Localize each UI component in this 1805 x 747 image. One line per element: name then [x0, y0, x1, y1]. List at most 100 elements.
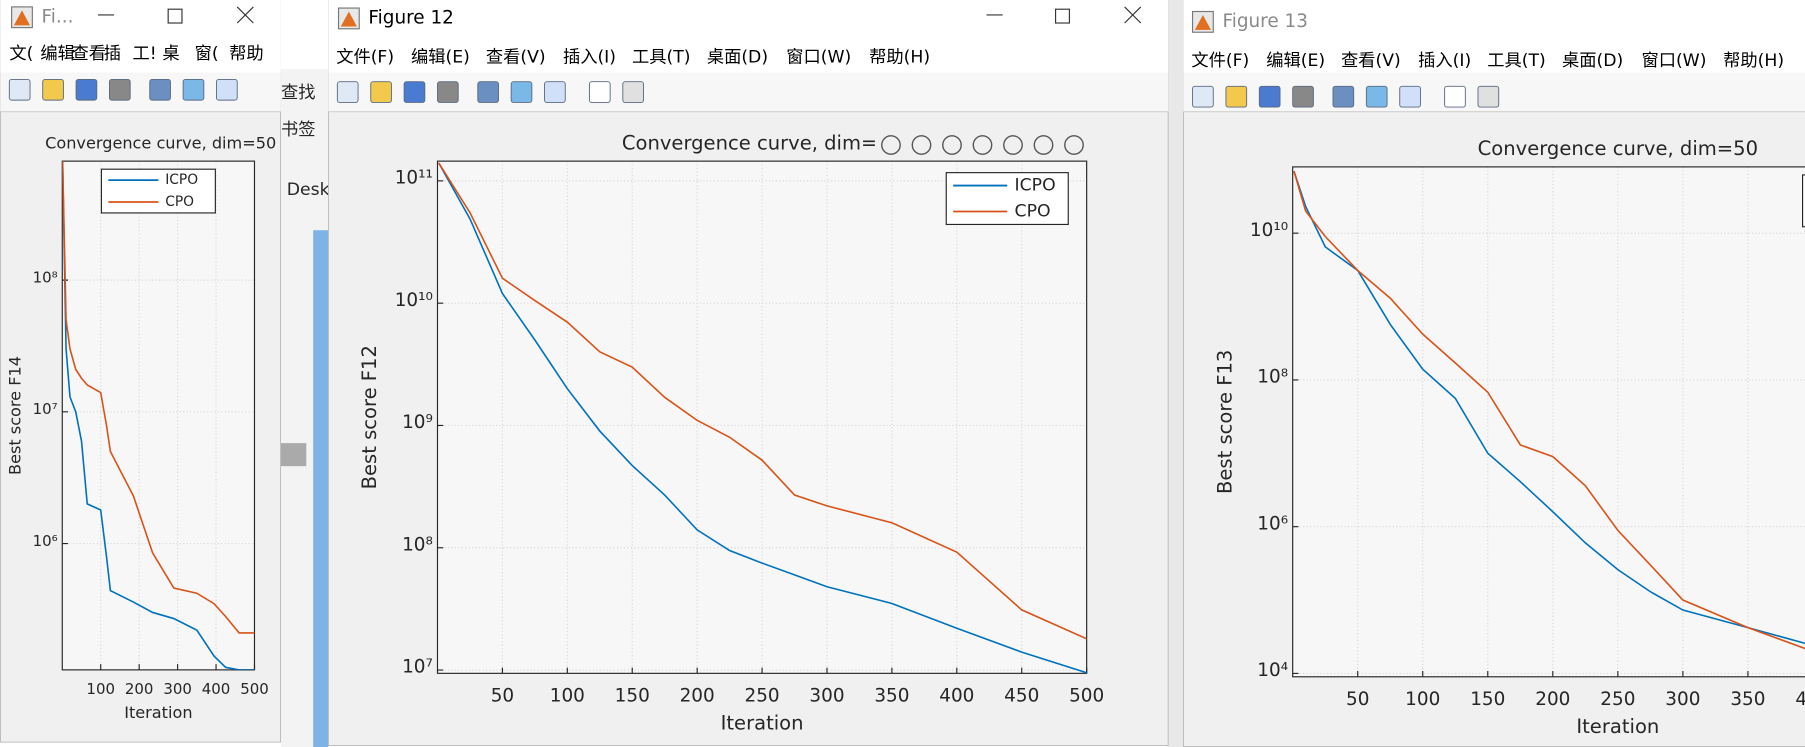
axes-tool[interactable]	[881, 135, 901, 155]
tool-button[interactable]	[1258, 85, 1281, 108]
menu-item[interactable]: 文(	[9, 44, 33, 64]
app-icon-logo	[340, 11, 357, 27]
menu-item[interactable]: 帮助	[229, 44, 264, 64]
tool-button[interactable]	[1332, 85, 1355, 108]
menu-item[interactable]: 工具(T)	[632, 48, 691, 68]
tool-button[interactable]	[477, 81, 499, 103]
figure-window: Figure 13 文件(F) 编辑(E) 查看(V) 插入(I) 工具(T) 桌面(D) 窗…	[1183, 0, 1805, 747]
x-tick-label: 200	[680, 685, 715, 706]
menu-item[interactable]: 窗(	[195, 44, 219, 64]
tool-button[interactable]	[622, 81, 644, 103]
x-tick-label: 150	[1470, 689, 1505, 710]
series-line	[438, 162, 1087, 674]
y-tick-label: 10⁷	[33, 400, 58, 418]
tool-button[interactable]	[403, 81, 426, 103]
menu-item[interactable]: 查看	[71, 44, 106, 64]
axes-box	[436, 160, 1088, 674]
window-title: Fi...	[42, 6, 74, 27]
tool-button[interactable]	[1444, 85, 1466, 108]
y-tick-label: 10⁶	[33, 532, 58, 550]
figure-window: Figure 12 文件(F) 编辑(E) 查看(V) 插入(I) 工具(T) 桌面(D) 窗…	[328, 0, 1169, 746]
tool-button[interactable]	[1292, 85, 1314, 108]
axes-tool[interactable]	[1064, 135, 1084, 155]
tool-button[interactable]	[1365, 85, 1388, 108]
x-tick-label: 200	[1535, 689, 1570, 710]
x-tick-label: 50	[1346, 689, 1369, 710]
menu-item[interactable]: 工!	[132, 44, 156, 64]
maximize-button[interactable]	[167, 8, 183, 24]
tool-button[interactable]	[1477, 85, 1500, 108]
menu-item[interactable]: 桌	[162, 44, 179, 64]
chart-title: Convergence curve, dim=50	[1478, 137, 1758, 160]
axes-box	[61, 160, 256, 671]
tool-button[interactable]	[544, 81, 566, 103]
x-tick-label: 250	[745, 685, 780, 706]
menu-item[interactable]: 工具(T)	[1487, 51, 1546, 71]
menu-item[interactable]: 编辑(E)	[1266, 51, 1325, 71]
menu-item[interactable]: 帮助(H)	[1723, 51, 1784, 71]
tool-button[interactable]	[336, 81, 359, 103]
legend-label: ICPO	[165, 172, 198, 188]
x-tick-label: 300	[163, 680, 192, 698]
tool-button[interactable]	[108, 78, 131, 101]
menu-item[interactable]: 桌面(D)	[707, 48, 768, 68]
menu-item[interactable]: 插入(I)	[1418, 51, 1471, 71]
legend-label: CPO	[1015, 201, 1051, 221]
tool-button[interactable]	[1399, 85, 1421, 108]
axes-tool[interactable]	[942, 135, 962, 155]
x-tick-label: 350	[1730, 689, 1765, 710]
tool-button[interactable]	[182, 78, 205, 101]
tool-button[interactable]	[75, 78, 98, 101]
axes-tool[interactable]	[1003, 135, 1023, 155]
y-tick-label: 10¹⁰	[1250, 220, 1288, 241]
menu-item[interactable]: 查看(V)	[1341, 51, 1401, 71]
y-axis-label: Best score F13	[1213, 350, 1236, 494]
menu-item[interactable]: 文件(F)	[336, 48, 394, 68]
tool-button[interactable]	[437, 81, 459, 103]
y-tick-label: 10⁷	[402, 657, 433, 678]
title-bar	[1183, 0, 1805, 38]
tool-button[interactable]	[1192, 85, 1214, 108]
x-axis-label: Iteration	[124, 703, 192, 722]
menu-item[interactable]: 帮助(H)	[869, 48, 930, 68]
menu-item[interactable]: 查看(V)	[486, 48, 546, 68]
tool-button[interactable]	[1225, 85, 1248, 108]
x-axis-label: Iteration	[1576, 715, 1659, 738]
menu-item[interactable]: 插入(I)	[563, 48, 616, 68]
axes-tool[interactable]	[1033, 135, 1054, 155]
maximize-button[interactable]	[1055, 8, 1070, 24]
y-tick-label: 10¹⁰	[395, 290, 433, 311]
menu-item[interactable]: 桌面(D)	[1562, 51, 1623, 71]
x-tick-label: 100	[86, 680, 115, 698]
tool-button[interactable]	[8, 78, 31, 101]
axes-face	[1292, 166, 1805, 677]
x-tick-label: 350	[874, 685, 909, 706]
axes-tool[interactable]	[972, 135, 993, 155]
legend-box	[945, 172, 1069, 226]
tool-button[interactable]	[370, 81, 392, 103]
menu-item[interactable]: 窗口(W)	[786, 48, 851, 68]
y-tick-label: 10⁸	[33, 268, 58, 286]
tool-button[interactable]	[216, 78, 238, 101]
tool-button[interactable]	[42, 78, 64, 101]
x-axis-label: Iteration	[721, 711, 804, 734]
tool-button[interactable]	[149, 78, 171, 101]
menu-item[interactable]: 插	[104, 44, 121, 64]
toolbar	[328, 72, 1169, 112]
close-button[interactable]	[1124, 6, 1142, 24]
menu-item[interactable]: 文件(F)	[1191, 51, 1249, 71]
close-button[interactable]	[236, 6, 254, 24]
axes-tool[interactable]	[911, 135, 932, 155]
series-line	[438, 162, 1087, 640]
menu-item[interactable]: 窗口(W)	[1641, 51, 1706, 71]
bg-label: 书签	[281, 120, 316, 140]
y-tick-label: 10⁶	[1257, 513, 1288, 534]
tool-button[interactable]	[510, 81, 533, 103]
tool-button[interactable]	[588, 81, 611, 103]
legend-label: ICPO	[1015, 176, 1056, 196]
menu-item[interactable]: 编辑	[40, 44, 75, 64]
menu-item[interactable]: 编辑(E)	[411, 48, 470, 68]
axes-box	[1292, 166, 1805, 678]
background-strip	[313, 230, 329, 747]
